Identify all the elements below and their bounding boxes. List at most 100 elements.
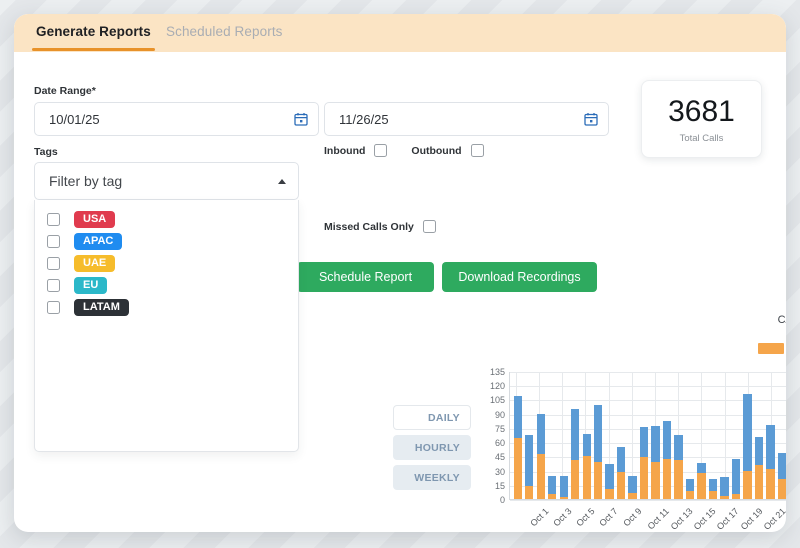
bar-segment-outbound [743, 393, 752, 471]
tag-option-latam[interactable]: LATAM [35, 296, 298, 318]
bar-column[interactable] [592, 372, 603, 499]
bar-segment-outbound [513, 395, 522, 439]
bar-segment-outbound [639, 426, 649, 458]
total-calls-label: Total Calls [679, 132, 724, 144]
bar-segment-outbound [525, 434, 534, 486]
legend-item-inbound: Inb [758, 342, 786, 354]
form-body: Date Range* Tags 10/01/25 11/26/25 [14, 52, 786, 532]
date-range-label: Date Range* [34, 85, 96, 97]
bar-segment-inbound [582, 456, 591, 499]
tag-chip: USA [74, 210, 116, 228]
gridline [510, 414, 786, 416]
tag-option-usa[interactable]: USA [35, 208, 298, 230]
bar-segment-inbound [525, 485, 534, 499]
tab-scheduled-reports[interactable]: Scheduled Reports [166, 24, 283, 39]
bar-column[interactable] [753, 372, 764, 499]
x-axis-tick: Oct 19 [738, 506, 765, 532]
bar-segment-outbound [536, 413, 545, 454]
y-axis-tick: 120 [489, 381, 505, 392]
bar-column[interactable] [719, 372, 730, 499]
bar-segment-inbound [594, 462, 603, 499]
bar-segment-outbound [616, 446, 626, 472]
tag-chip: EU [74, 276, 108, 294]
x-axis-tick: Oct 5 [574, 506, 597, 529]
bar-column[interactable] [569, 372, 580, 499]
chart-bars [512, 372, 786, 499]
bar-column[interactable] [707, 372, 718, 499]
gridline [562, 372, 564, 499]
tag-option-uae[interactable]: UAE [35, 252, 298, 274]
tag-checkbox[interactable] [47, 256, 60, 270]
tag-option-apac[interactable]: APAC [35, 230, 298, 252]
tag-chip: LATAM [74, 298, 129, 316]
bar-column[interactable] [661, 372, 672, 499]
chart-title: CAL [777, 314, 786, 326]
granularity-daily-button[interactable]: DAILY [393, 405, 471, 430]
granularity-weekly-button[interactable]: WEEKLY [393, 465, 471, 490]
y-axis-tick: 60 [494, 438, 505, 449]
bar-column[interactable] [742, 372, 753, 499]
tab-generate-reports[interactable]: Generate Reports [32, 24, 155, 51]
tag-options-menu: USA APAC UAE EU LATAM [34, 200, 299, 452]
bar-segment-inbound [766, 468, 775, 499]
chevron-up-icon[interactable] [278, 178, 286, 184]
bar-column[interactable] [615, 372, 626, 499]
tag-filter-placeholder: Filter by tag [49, 173, 123, 189]
x-axis-tick: Oct 15 [691, 506, 718, 532]
chart-legend: Inb [748, 342, 786, 354]
tag-filter-select[interactable]: Filter by tag [34, 162, 299, 200]
bar-segment-outbound [777, 452, 786, 480]
legend-swatch [758, 342, 785, 354]
calendar-icon[interactable] [584, 112, 598, 126]
y-axis-tick: 15 [494, 480, 505, 491]
bar-column[interactable] [546, 372, 557, 499]
download-recordings-button[interactable]: Download Recordings [442, 262, 597, 292]
bar-column[interactable] [581, 372, 592, 499]
inbound-checkbox[interactable] [374, 144, 388, 157]
tag-checkbox[interactable] [47, 234, 60, 248]
bar-column[interactable] [650, 372, 661, 499]
x-axis-tick: Oct 3 [551, 506, 574, 529]
bar-column[interactable] [535, 372, 546, 499]
inbound-label: Inbound [324, 144, 366, 157]
bar-segment-outbound [651, 426, 660, 463]
tag-checkbox[interactable] [47, 278, 60, 292]
bar-column[interactable] [523, 372, 534, 499]
y-axis-tick: 90 [494, 409, 505, 420]
bar-column[interactable] [604, 372, 615, 499]
bar-segment-inbound [685, 491, 695, 499]
x-axis-tick: Oct 9 [620, 506, 644, 529]
outbound-checkbox[interactable] [470, 144, 484, 157]
bar-column[interactable] [765, 372, 776, 499]
bar-column[interactable] [638, 372, 649, 499]
bar-segment-inbound [548, 494, 557, 499]
bar-segment-outbound [628, 476, 637, 494]
calendar-icon[interactable] [294, 112, 308, 126]
granularity-hourly-button[interactable]: HOURLY [393, 435, 471, 460]
bar-column[interactable] [558, 372, 569, 499]
bar-column[interactable] [696, 372, 707, 499]
date-end-value: 11/26/25 [339, 111, 389, 127]
x-axis-tick: Oct 11 [645, 506, 671, 532]
direction-filter-row: Inbound Outbound [324, 144, 484, 157]
date-start-input[interactable]: 10/01/25 [34, 102, 319, 136]
bar-segment-outbound [754, 437, 764, 465]
y-axis-tick: 135 [489, 367, 505, 377]
bar-segment-inbound [708, 491, 718, 499]
bar-segment-outbound [548, 476, 557, 495]
tag-option-eu[interactable]: EU [35, 274, 298, 296]
bar-column[interactable] [673, 372, 684, 499]
bar-column[interactable] [627, 372, 638, 499]
total-calls-value: 3681 [668, 94, 735, 128]
bar-segment-outbound [582, 433, 591, 457]
schedule-report-button[interactable]: Schedule Report [297, 262, 434, 292]
bar-column[interactable] [512, 372, 523, 499]
missed-calls-checkbox[interactable] [422, 220, 436, 233]
bar-column[interactable] [730, 372, 741, 499]
bar-column[interactable] [684, 372, 695, 499]
tag-checkbox[interactable] [47, 212, 60, 226]
tag-chip: APAC [74, 232, 123, 250]
bar-column[interactable] [776, 372, 786, 499]
tag-checkbox[interactable] [47, 300, 60, 314]
date-end-input[interactable]: 11/26/25 [324, 102, 609, 136]
